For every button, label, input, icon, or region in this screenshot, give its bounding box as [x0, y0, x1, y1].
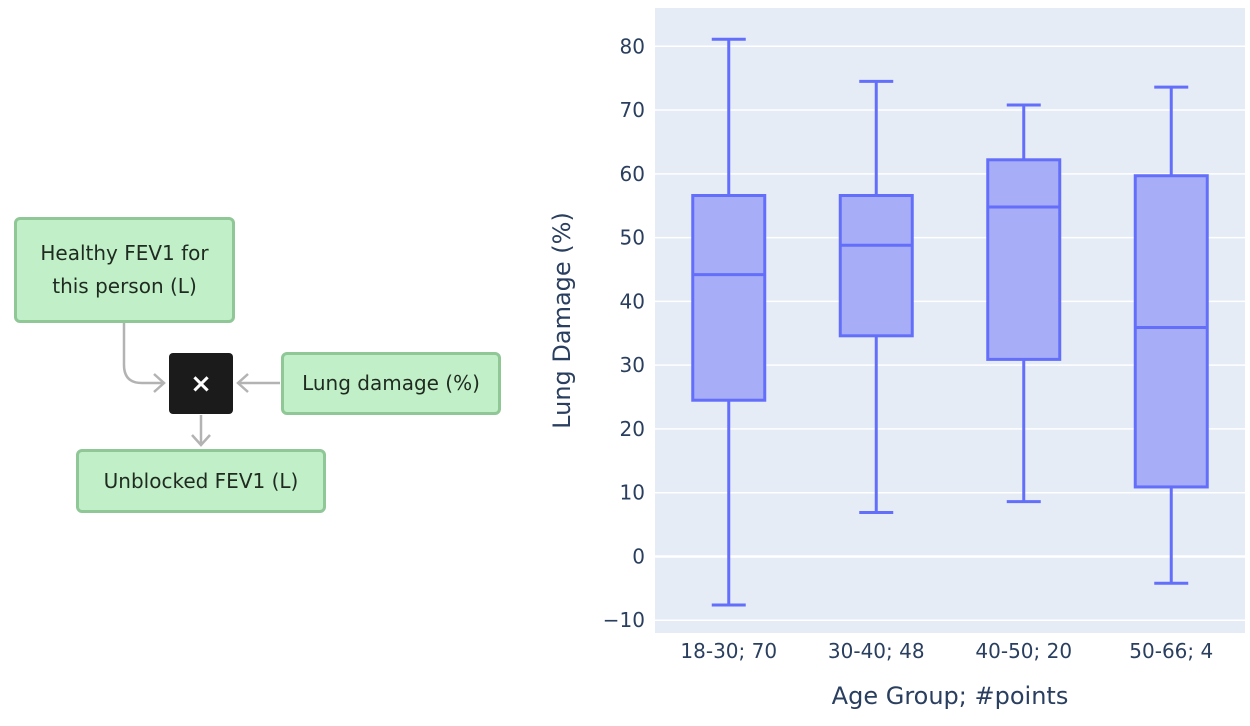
y-tick-label: −10 [603, 608, 645, 632]
y-tick-label: 40 [620, 289, 645, 313]
node-lung-damage: Lung damage (%) [281, 352, 501, 415]
box-3 [986, 103, 1062, 504]
y-tick-label: 10 [620, 481, 645, 505]
x-tick-labels: 18-30; 70 30-40; 48 40-50; 20 50-66; 4 [680, 639, 1213, 663]
arrowhead-healthy [153, 373, 166, 393]
box-plot-chart: −10 0 10 20 30 40 50 60 70 80 18-30; 70 30-40; 48 4… [548, 8, 1245, 710]
y-tick-labels: −10 0 10 20 30 40 50 60 70 80 [603, 34, 645, 632]
node-healthy-fev1: Healthy FEV1 for this person (L) [14, 217, 235, 323]
y-tick-label: 0 [632, 544, 645, 568]
iqr-box [838, 194, 914, 338]
y-tick-label: 50 [620, 226, 645, 250]
node-unblocked-fev1-label: Unblocked FEV1 (L) [103, 468, 299, 493]
arrow-healthy-to-multiply [122, 323, 164, 385]
multiply-icon: × [190, 368, 212, 399]
x-tick-label: 18-30; 70 [680, 639, 777, 663]
iqr-box [1133, 174, 1209, 489]
x-axis-title: Age Group; #points [832, 682, 1069, 710]
y-tick-label: 60 [620, 162, 645, 186]
iqr-box [691, 194, 767, 402]
node-unblocked-fev1: Unblocked FEV1 (L) [76, 449, 326, 513]
arrowhead-unblocked [191, 434, 211, 447]
iqr-box [986, 158, 1062, 361]
arrowhead-damage [236, 373, 249, 393]
y-tick-label: 80 [620, 34, 645, 58]
x-tick-label: 50-66; 4 [1129, 639, 1213, 663]
x-tick-label: 40-50; 20 [975, 639, 1072, 663]
node-lung-damage-label: Lung damage (%) [302, 371, 480, 395]
y-axis-title: Lung Damage (%) [548, 212, 576, 429]
box-1 [691, 37, 767, 607]
y-tick-label: 20 [620, 417, 645, 441]
multiply-operator: × [169, 353, 233, 414]
node-healthy-fev1-label: Healthy FEV1 for this person (L) [40, 241, 209, 298]
causal-diagram: Healthy FEV1 for this person (L) Lung da… [0, 0, 520, 726]
box-2 [838, 79, 914, 514]
diagram-arrows [122, 323, 280, 447]
box-4 [1133, 85, 1209, 585]
y-tick-label: 70 [620, 98, 645, 122]
y-tick-label: 30 [620, 353, 645, 377]
x-tick-label: 30-40; 48 [828, 639, 925, 663]
boxes [691, 37, 1209, 607]
